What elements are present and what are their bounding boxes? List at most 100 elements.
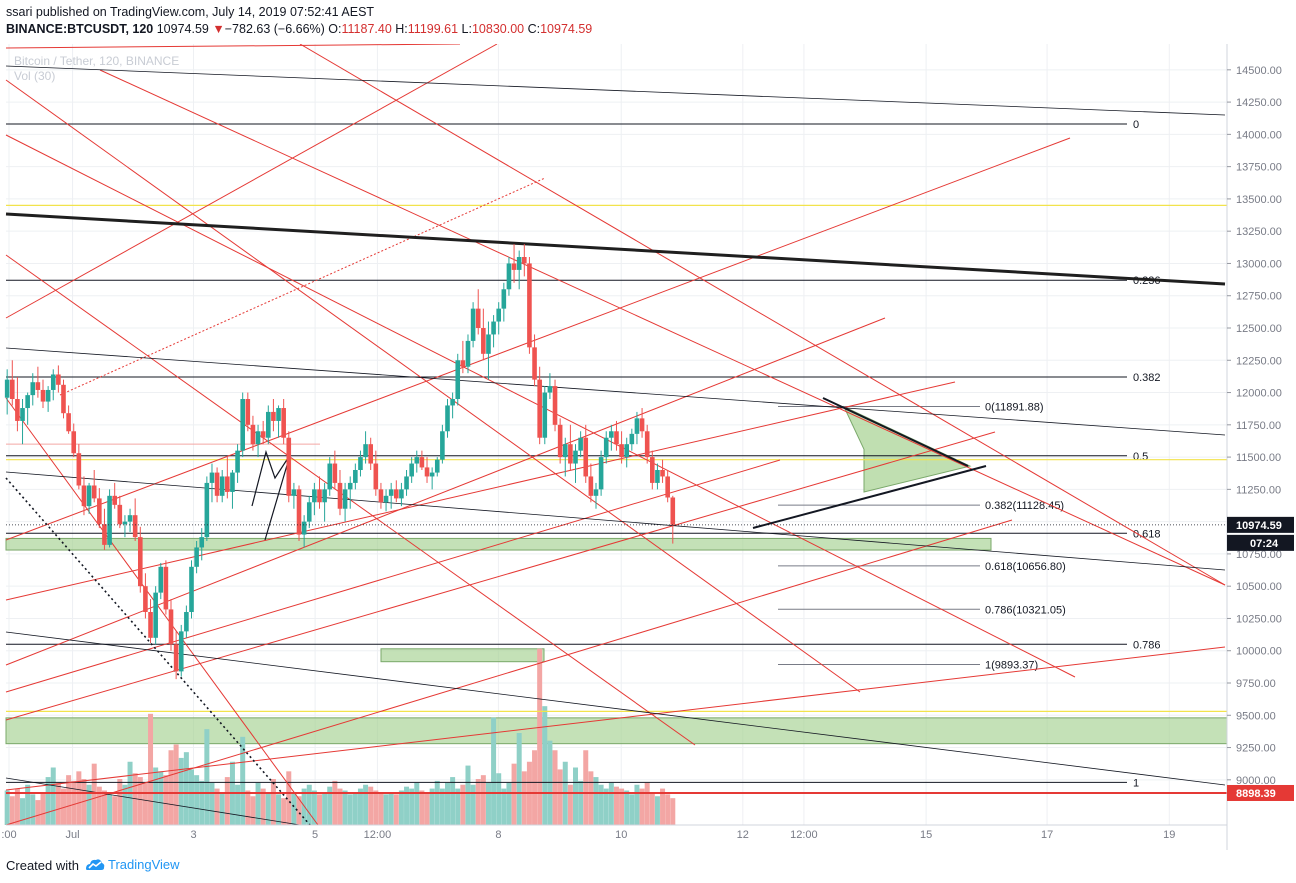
volume-bar: [388, 792, 394, 825]
price-tick-label: 12750.00: [1236, 291, 1282, 303]
volume-bar: [4, 790, 10, 825]
pattern-drawing: [251, 449, 291, 541]
candle-body: [112, 495, 117, 505]
price-tick-label: 13250.00: [1236, 226, 1282, 238]
price-tick-label: 9250.00: [1236, 743, 1276, 755]
candle-body: [383, 495, 389, 503]
trend-line-black: [5, 631, 1226, 786]
candle-body: [40, 389, 46, 402]
candle-body: [399, 489, 404, 499]
candle-body: [409, 463, 414, 477]
candle-body: [465, 340, 471, 367]
candle-body: [15, 399, 20, 421]
alert-price-badge: [1227, 784, 1294, 801]
volume-bar: [332, 780, 338, 825]
chart-area[interactable]: 0 0.236 0.382 0.5 0.618 0.786 1 0(11891.88) 0.38…: [0, 44, 1296, 850]
volume-bar: [434, 780, 440, 825]
price-axis-bg: [1227, 44, 1296, 850]
candle-body: [306, 502, 312, 522]
candle-body: [230, 472, 235, 492]
candle-body: [291, 489, 297, 496]
volume-bar: [404, 786, 410, 825]
high-label: H:: [395, 22, 408, 36]
volume-bar: [327, 786, 333, 825]
last-price: 10974.59: [156, 22, 209, 36]
time-tick-label: 19: [1163, 829, 1175, 841]
close-label: C:: [527, 22, 541, 36]
candle-body: [475, 308, 481, 328]
volume-bar: [96, 786, 102, 825]
candle-body: [440, 431, 445, 460]
trend-line-black: [5, 777, 301, 826]
fib-level-label: 0.5: [1133, 451, 1148, 463]
candle-body: [394, 489, 399, 499]
candle-body: [35, 382, 41, 390]
fib-ext-label: 0(11891.88): [985, 401, 1044, 413]
symbol-ohlc-line: BINANCE:BTCUSDT, 120 10974.59 ▼−782.63 (…: [6, 22, 592, 36]
candle-body: [204, 482, 210, 538]
volume-bar: [296, 796, 302, 825]
candle-body: [20, 408, 25, 421]
candle-body: [86, 485, 92, 507]
candle-body: [353, 470, 358, 483]
candle-body: [117, 504, 123, 525]
candle-body: [445, 405, 450, 432]
price-tick-label: 12000.00: [1236, 388, 1282, 400]
fib-ext-label: 0.618(10656.80): [985, 561, 1066, 573]
volume-bar: [117, 779, 123, 825]
candle-body: [153, 592, 158, 638]
volume-bar: [122, 784, 128, 825]
candle-body: [655, 470, 660, 483]
candle-body: [532, 347, 537, 380]
volume-bar: [506, 782, 512, 825]
volume-bar: [322, 792, 328, 825]
volume-bar: [188, 769, 194, 825]
candle-body: [639, 418, 645, 432]
candle-body: [209, 472, 215, 483]
volume-bar: [588, 771, 594, 825]
candle-body: [562, 444, 568, 458]
candle-body: [296, 489, 302, 535]
candle-body: [455, 360, 461, 399]
candle-body: [265, 411, 271, 438]
volume-bar: [532, 750, 538, 825]
volume-bar: [480, 775, 486, 825]
candle-body: [363, 444, 368, 458]
candle-body: [30, 382, 36, 396]
candle-body: [578, 437, 583, 451]
volume-bar: [163, 775, 169, 825]
candle-body: [593, 489, 599, 496]
price-tick-label: 11750.00: [1236, 420, 1281, 432]
price-chart[interactable]: 00.2360.3820.50.6180.78610(11891.88)0.38…: [0, 44, 1296, 850]
volume-bar: [270, 779, 276, 825]
candle-body: [219, 476, 225, 496]
candle-body: [158, 566, 164, 593]
volume-bar: [470, 784, 476, 825]
price-tick-label: 9500.00: [1236, 710, 1276, 722]
trend-line-red: [5, 646, 1226, 791]
volume-bar: [194, 775, 200, 825]
tradingview-logo[interactable]: TradingView: [84, 856, 180, 872]
price-tick-label: 12500.00: [1236, 323, 1282, 335]
tradingview-brand: TradingView: [108, 856, 180, 872]
legend-series: Bitcoin / Tether, 120, BINANCE: [14, 54, 180, 68]
candle-body: [619, 444, 624, 458]
volume-bar: [291, 792, 297, 825]
candle-body: [276, 408, 281, 421]
candle-body: [102, 524, 107, 545]
volume-bar: [409, 788, 415, 825]
candle-body: [650, 457, 655, 483]
volume-bar: [66, 775, 72, 825]
price-tick-label: 10250.00: [1236, 613, 1282, 625]
candle-body: [527, 263, 532, 348]
volume-bar: [398, 790, 404, 825]
chart-legend: Bitcoin / Tether, 120, BINANCE Vol (30): [14, 54, 179, 84]
volume-bar: [71, 780, 77, 825]
fib-ext-label: 0.382(11128.45): [985, 500, 1064, 512]
fib-level-label: 0.786: [1133, 639, 1161, 651]
candle-body: [312, 489, 317, 503]
candle-body: [168, 609, 174, 645]
volume-bar: [639, 788, 645, 825]
price-tick-label: 13500.00: [1236, 194, 1282, 206]
candle-body: [660, 470, 665, 477]
